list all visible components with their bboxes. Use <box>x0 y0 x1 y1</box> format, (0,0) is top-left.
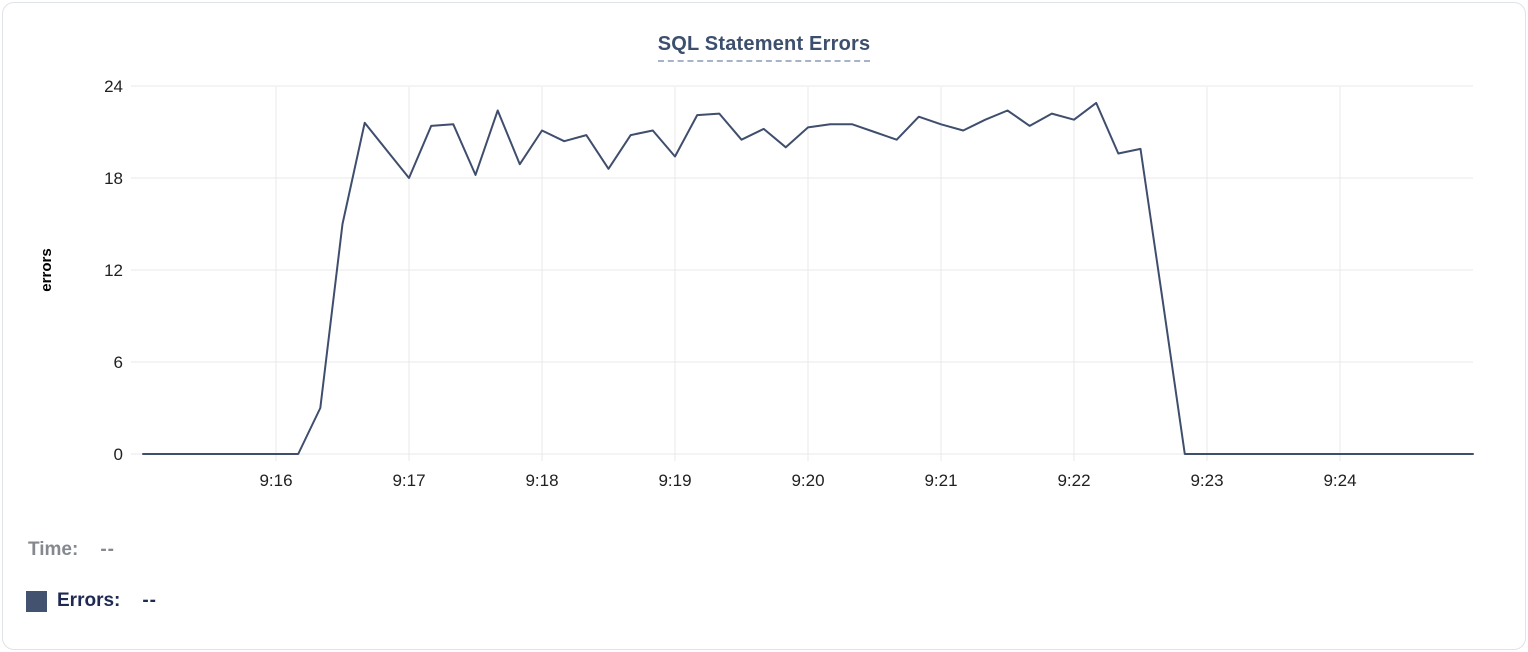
legend-errors-label: Errors: <box>57 590 121 611</box>
errors-series-swatch <box>26 590 47 612</box>
legend-errors-value: -- <box>142 590 158 611</box>
x-tick-label-9:23: 9:23 <box>1190 471 1223 490</box>
x-tick-label-9:20: 9:20 <box>791 471 824 490</box>
x-tick-label-9:16: 9:16 <box>259 471 292 490</box>
errors-line-chart[interactable]: 0 6 12 18 24 9:16 9:17 9:18 9:19 9:20 9:21 9:22 9:23… <box>3 3 1528 508</box>
x-tick-label-9:18: 9:18 <box>525 471 558 490</box>
y-tick-label-6: 6 <box>114 353 123 372</box>
series-line-errors <box>142 101 1474 455</box>
legend-time-value: -- <box>100 539 115 560</box>
x-tick-label-9:22: 9:22 <box>1057 471 1090 490</box>
legend-time-label: Time: <box>28 539 79 560</box>
y-axis-label: errors <box>38 248 55 291</box>
x-tick-label-9:21: 9:21 <box>924 471 957 490</box>
chart-title-wrap: SQL Statement Errors <box>3 33 1525 62</box>
y-tick-label-18: 18 <box>104 169 123 188</box>
legend-time-row: Time: -- <box>28 539 115 561</box>
x-tick-label-9:19: 9:19 <box>658 471 691 490</box>
y-tick-label-24: 24 <box>104 77 123 96</box>
y-tick-label-0: 0 <box>114 445 123 464</box>
chart-title[interactable]: SQL Statement Errors <box>657 33 871 62</box>
x-tick-label-9:17: 9:17 <box>392 471 425 490</box>
x-tick-label-9:24: 9:24 <box>1323 471 1356 490</box>
legend-errors-row: Errors: -- <box>26 590 157 612</box>
y-tick-label-12: 12 <box>104 261 123 280</box>
